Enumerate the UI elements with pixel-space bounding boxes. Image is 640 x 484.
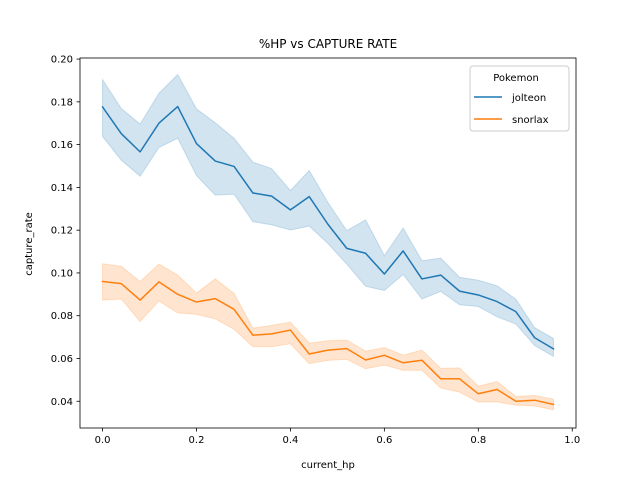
x-tick-label: 0.2	[189, 435, 205, 446]
legend-label-snorlax: snorlax	[512, 115, 549, 126]
y-tick-label: 0.08	[51, 311, 73, 322]
legend-label-jolteon: jolteon	[511, 93, 546, 104]
chart-title: %HP vs CAPTURE RATE	[259, 37, 397, 51]
x-tick-label: 0.6	[376, 435, 392, 446]
y-axis-label: capture_rate	[24, 212, 35, 276]
x-tick-label: 0.0	[95, 435, 111, 446]
x-tick-label: 0.8	[470, 435, 486, 446]
plot-frame	[79, 57, 577, 429]
y-tick-label: 0.04	[51, 397, 73, 408]
legend: Pokemon jolteon snorlax	[469, 65, 570, 132]
legend-title: Pokemon	[493, 73, 539, 84]
x-tick-label: 0.4	[282, 435, 298, 446]
y-tick-label: 0.12	[51, 226, 73, 237]
confidence-band-snorlax	[102, 263, 554, 411]
y-tick-label: 0.06	[51, 354, 73, 365]
y-tick-label: 0.16	[51, 140, 73, 151]
series-layer	[101, 73, 555, 411]
legend-frame	[469, 65, 570, 132]
y-tick-label: 0.18	[51, 97, 73, 108]
confidence-band-jolteon	[102, 73, 554, 358]
y-tick-label: 0.14	[51, 183, 73, 194]
y-tick-label: 0.20	[51, 55, 73, 66]
series-line-jolteon	[101, 105, 555, 350]
axes-layer: 0.0 0.2 0.4 0.6 0.8 1.0 0.04 0.06 0.08 0.10 0.12 0.…	[51, 55, 580, 446]
x-axis-label: current_hp	[301, 460, 355, 471]
series-line-snorlax	[101, 280, 555, 406]
x-tick-label: 1.0	[564, 435, 580, 446]
y-tick-label: 0.10	[51, 268, 73, 279]
